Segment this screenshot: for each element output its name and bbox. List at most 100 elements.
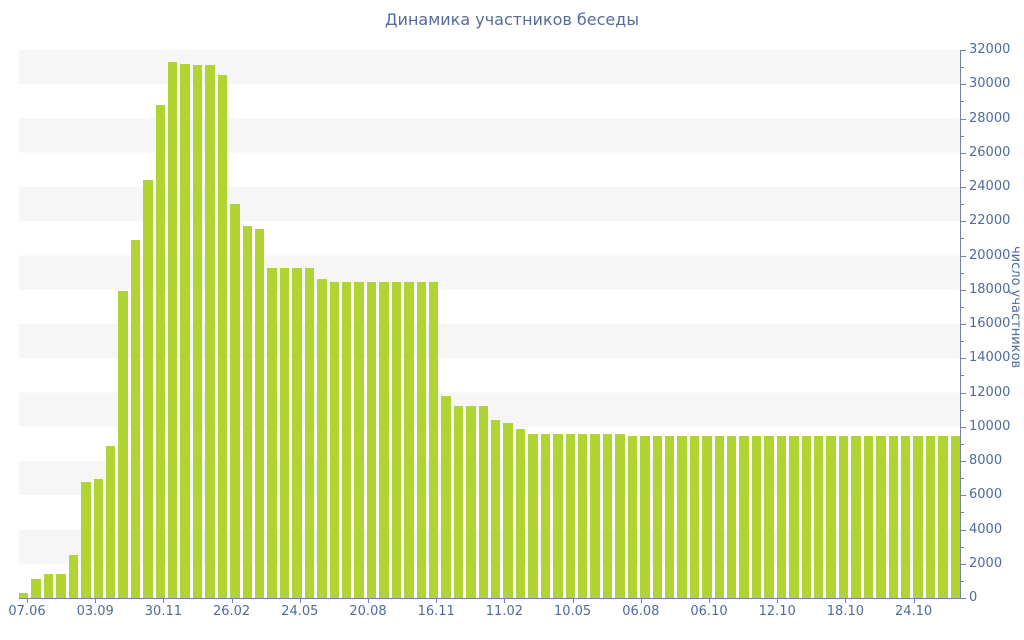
bar[interactable] <box>391 282 402 598</box>
bar[interactable] <box>577 433 588 598</box>
bar[interactable] <box>677 435 687 598</box>
y-axis: 0 2000 4000 6000 8000 10000 12000 14000 16000 180… <box>961 42 1021 605</box>
y-major-tick <box>961 84 966 86</box>
bar[interactable] <box>540 433 551 598</box>
bar[interactable] <box>416 282 426 598</box>
bar[interactable] <box>888 435 898 598</box>
bar[interactable] <box>615 433 625 598</box>
bar[interactable] <box>478 406 489 598</box>
bar[interactable] <box>180 63 190 598</box>
bar[interactable] <box>31 579 41 598</box>
bar[interactable] <box>279 268 290 598</box>
bar[interactable] <box>664 435 675 598</box>
bar[interactable] <box>341 282 352 598</box>
x-tick <box>163 599 165 603</box>
x-tick-label: 20.08 <box>349 604 387 619</box>
bar[interactable] <box>205 64 215 598</box>
y-minor-tick <box>961 341 964 343</box>
bar[interactable] <box>602 433 613 598</box>
y-major-tick <box>961 563 966 565</box>
bar[interactable] <box>317 278 327 598</box>
bar[interactable] <box>826 435 836 598</box>
bar[interactable] <box>925 435 936 598</box>
x-axis-line <box>19 598 961 599</box>
y-tick-label: 22000 <box>969 213 1011 229</box>
bar[interactable] <box>43 574 54 598</box>
bar[interactable] <box>565 433 575 598</box>
bar[interactable] <box>168 62 178 598</box>
bar[interactable] <box>267 268 277 598</box>
y-major-tick <box>961 152 966 154</box>
y-minor-tick <box>961 580 964 582</box>
bar[interactable] <box>304 268 315 598</box>
bar[interactable] <box>379 282 389 598</box>
bar[interactable] <box>801 435 811 598</box>
bar[interactable] <box>702 435 712 598</box>
bar[interactable] <box>453 406 464 598</box>
bar[interactable] <box>491 419 501 598</box>
bar[interactable] <box>553 433 563 598</box>
bar[interactable] <box>640 435 650 598</box>
bar[interactable] <box>776 435 787 598</box>
x-axis: 07.06 03.09 30.11 26.02 24.05 20.08 16.11 11.02… <box>8 598 960 628</box>
bar[interactable] <box>118 291 128 598</box>
bar[interactable] <box>950 435 961 598</box>
bar[interactable] <box>217 74 228 598</box>
bar[interactable] <box>292 268 302 598</box>
bar[interactable] <box>155 104 166 598</box>
bar[interactable] <box>81 481 91 598</box>
bar[interactable] <box>466 406 476 598</box>
bar[interactable] <box>441 395 451 598</box>
bar[interactable] <box>900 435 911 598</box>
bar[interactable] <box>19 592 29 598</box>
bar[interactable] <box>143 180 153 598</box>
bar[interactable] <box>528 433 538 598</box>
bar[interactable] <box>192 65 203 598</box>
bar[interactable] <box>242 226 253 598</box>
bar[interactable] <box>764 435 774 598</box>
y-minor-tick <box>961 478 964 480</box>
bar[interactable] <box>68 555 79 598</box>
bar[interactable] <box>851 435 861 598</box>
y-axis-line <box>960 50 961 599</box>
bar[interactable] <box>751 435 762 598</box>
bar[interactable] <box>938 435 948 598</box>
y-tick-label: 2000 <box>969 555 1003 571</box>
bar[interactable] <box>366 282 377 598</box>
y-tick-label: 24000 <box>969 179 1011 194</box>
x-tick-label: 16.11 <box>417 604 455 619</box>
bar[interactable] <box>590 433 600 598</box>
y-major-tick <box>961 324 966 325</box>
bar[interactable] <box>56 574 66 598</box>
bar[interactable] <box>689 435 700 598</box>
bar[interactable] <box>739 435 749 598</box>
bar[interactable] <box>876 435 886 598</box>
x-tick <box>640 599 642 603</box>
bar[interactable] <box>652 435 662 598</box>
bar[interactable] <box>789 435 799 598</box>
bar[interactable] <box>230 204 240 598</box>
bar[interactable] <box>727 435 737 598</box>
y-major-tick <box>961 118 966 120</box>
bar[interactable] <box>627 435 638 598</box>
bar[interactable] <box>130 240 141 598</box>
bar[interactable] <box>404 282 414 598</box>
y-major-tick <box>961 495 966 497</box>
bar[interactable] <box>714 435 725 598</box>
bar[interactable] <box>814 435 824 598</box>
y-major-tick <box>961 426 966 428</box>
bar[interactable] <box>93 478 103 598</box>
bar[interactable] <box>515 429 526 598</box>
bar[interactable] <box>105 445 116 598</box>
y-minor-tick <box>961 409 964 411</box>
bar[interactable] <box>255 228 265 598</box>
bar[interactable] <box>503 423 513 598</box>
bar[interactable] <box>838 435 849 598</box>
bar[interactable] <box>354 282 364 598</box>
bar[interactable] <box>863 435 874 598</box>
bar[interactable] <box>913 435 923 598</box>
y-major-tick <box>961 358 966 360</box>
bar[interactable] <box>329 282 339 598</box>
bar[interactable] <box>428 282 439 598</box>
y-tick-label: 4000 <box>969 521 1003 537</box>
